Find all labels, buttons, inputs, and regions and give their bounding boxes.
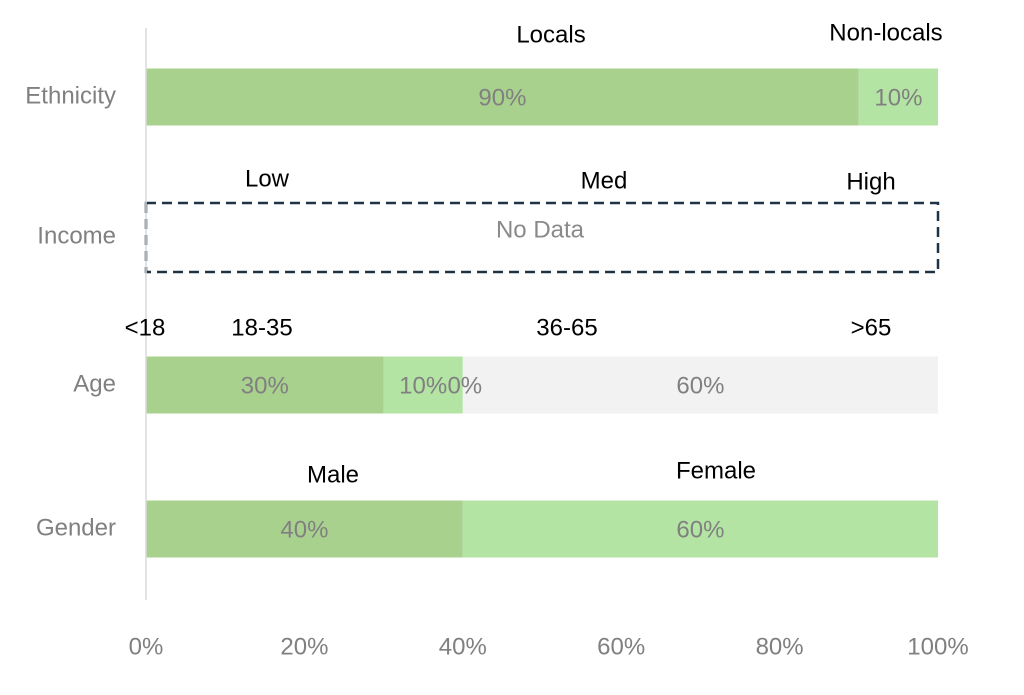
bar-segment [146, 356, 384, 414]
category-label-gender: Gender [36, 514, 116, 541]
bar-segment [146, 500, 463, 558]
series-name-label: 36-65 [536, 314, 597, 341]
labels-layer: Ethnicity 90% Locals 10% Non-locals Income No … [25, 19, 968, 660]
bar-segment [462, 356, 938, 414]
series-name-label: Non-locals [829, 19, 942, 46]
category-label-age: Age [73, 370, 116, 397]
group-label-high: High [846, 168, 895, 195]
bar-segment [383, 356, 463, 414]
series-name-label: Female [676, 457, 756, 484]
no-data-label: No Data [496, 216, 585, 243]
data-label: 10% [874, 84, 922, 111]
data-label: 10% [399, 372, 447, 399]
series-name-label: <18 [125, 314, 166, 341]
bars-layer [144, 68, 940, 558]
x-tick-label: 20% [280, 633, 328, 660]
series-name-label: Locals [516, 21, 585, 48]
group-label-med: Med [581, 167, 628, 194]
data-label: 0% [447, 372, 482, 399]
series-name-label: Male [307, 461, 359, 488]
bar-segment [462, 500, 938, 558]
bar-segment [146, 68, 859, 126]
category-label-income: Income [37, 222, 116, 249]
bar-segment [858, 68, 938, 126]
x-tick-label: 0% [129, 633, 164, 660]
x-tick-label: 40% [439, 633, 487, 660]
category-label-ethnicity: Ethnicity [25, 82, 116, 109]
x-tick-label: 100% [907, 633, 968, 660]
data-label: 90% [478, 84, 526, 111]
data-label: 40% [280, 516, 328, 543]
data-label: 30% [241, 372, 289, 399]
data-label: 60% [676, 516, 724, 543]
group-label-low: Low [245, 165, 290, 192]
x-tick-label: 80% [756, 633, 804, 660]
x-tick-label: 60% [597, 633, 645, 660]
series-name-label: >65 [851, 314, 892, 341]
series-name-label: 18-35 [231, 314, 292, 341]
data-label: 60% [676, 372, 724, 399]
